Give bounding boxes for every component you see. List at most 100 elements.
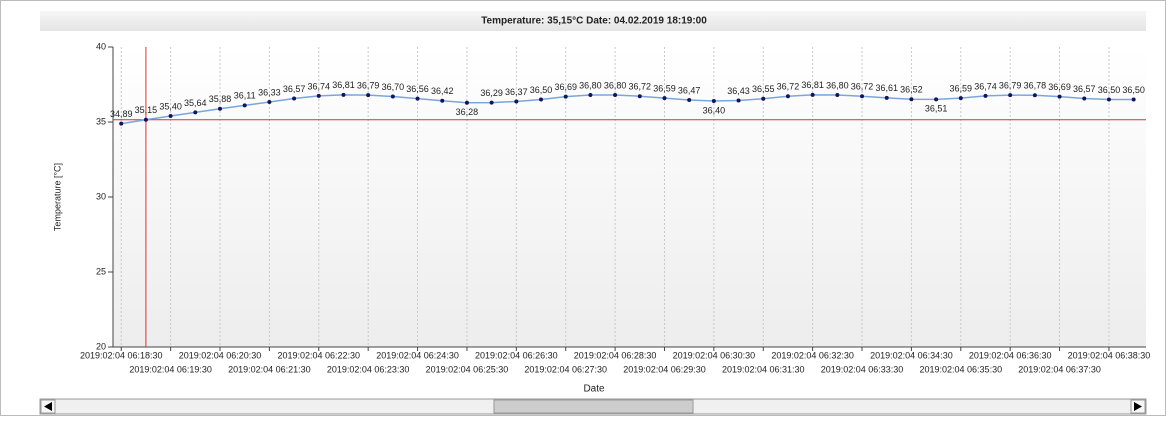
data-point: [1106, 97, 1111, 102]
x-tick-label: 2019:02:04 06:37:30: [1018, 364, 1101, 374]
value-label: 36,47: [678, 85, 701, 95]
scroll-thumb[interactable]: [493, 399, 694, 414]
arrow-left: [44, 402, 52, 411]
value-label: 36,37: [505, 87, 528, 97]
scrollbar[interactable]: [39, 398, 1147, 415]
data-point: [464, 100, 469, 105]
data-point: [983, 93, 988, 98]
x-tick-label: 2019:02:04 06:20:30: [179, 350, 262, 360]
data-point: [736, 98, 741, 103]
x-tick-label: 2019:02:04 06:18:30: [80, 350, 163, 360]
value-label: 36,79: [357, 81, 380, 91]
value-label: 36,40: [703, 105, 726, 115]
data-point: [440, 98, 445, 103]
x-tick-label: 2019:02:04 06:23:30: [327, 364, 410, 374]
data-point: [415, 96, 420, 101]
data-point: [884, 95, 889, 100]
x-tick-label: 2019:02:04 06:21:30: [228, 364, 311, 374]
value-label: 36,72: [777, 82, 800, 92]
data-point: [637, 94, 642, 99]
data-point: [242, 103, 247, 108]
value-label: 36,50: [530, 85, 553, 95]
y-tick-label: 40: [96, 41, 106, 51]
x-tick-label: 2019:02:04 06:22:30: [277, 350, 360, 360]
value-label: 36,59: [950, 84, 973, 94]
value-label: 36,33: [258, 87, 281, 97]
x-tick-label: 2019:02:04 06:32:30: [771, 350, 854, 360]
data-point: [711, 99, 716, 103]
value-label: 36,79: [999, 81, 1022, 91]
data-point: [934, 97, 939, 102]
x-tick-label: 2019:02:04 06:35:30: [920, 364, 1003, 374]
x-tick-label: 2019:02:04 06:29:30: [623, 364, 706, 374]
data-point: [563, 94, 568, 99]
data-point: [341, 92, 346, 97]
x-tick-label: 2019:02:04 06:19:30: [129, 364, 212, 374]
y-axis-label: Temperature [°C]: [52, 163, 62, 231]
series-line: [121, 94, 1134, 125]
x-tick-label: 2019:02:04 06:27:30: [524, 364, 607, 374]
data-point: [366, 93, 371, 98]
x-tick-label: 2019:02:04 06:38:30: [1068, 350, 1151, 360]
x-tick-label: 2019:02:04 06:26:30: [475, 350, 558, 360]
data-point: [193, 110, 198, 115]
value-label: 36,59: [653, 84, 676, 94]
data-point: [588, 93, 593, 97]
x-axis-label: Date: [583, 384, 605, 395]
value-label: 36,72: [851, 82, 874, 92]
value-label: 36,69: [554, 82, 577, 92]
value-label: 36,57: [1073, 84, 1096, 94]
value-label: 36,72: [629, 82, 652, 92]
x-tick-label: 2019:02:04 06:31:30: [722, 364, 805, 374]
data-point: [958, 96, 963, 101]
x-tick-label: 2019:02:04 06:36:30: [969, 350, 1052, 360]
data-point: [119, 121, 124, 126]
data-point: [390, 94, 395, 99]
value-label: 36,29: [480, 88, 503, 98]
value-label: 36,61: [875, 83, 898, 93]
value-label: 36,42: [431, 86, 454, 96]
value-label: 35,15: [135, 105, 158, 115]
arrow-right: [1134, 402, 1142, 411]
value-label: 36,70: [382, 82, 405, 92]
value-label: 36,69: [1048, 82, 1071, 92]
value-label: 36,56: [406, 84, 429, 94]
x-tick-label: 2019:02:04 06:33:30: [821, 364, 904, 374]
data-point: [1131, 97, 1136, 102]
data-point: [1057, 94, 1062, 99]
data-point: [514, 99, 519, 104]
data-point: [761, 96, 766, 101]
y-tick-label: 20: [96, 341, 106, 351]
y-tick-label: 35: [96, 116, 106, 126]
title-bar: [40, 11, 1146, 31]
value-label: 36,74: [308, 81, 331, 91]
data-point: [810, 92, 815, 97]
data-point: [168, 114, 173, 118]
y-tick-label: 25: [96, 266, 106, 276]
value-label: 36,80: [604, 80, 627, 90]
data-point: [785, 94, 790, 99]
value-label: 35,40: [159, 101, 182, 111]
value-label: 36,57: [283, 84, 306, 94]
data-point: [489, 100, 494, 105]
data-point: [539, 97, 544, 102]
value-label: 36,55: [752, 84, 775, 94]
x-tick-label: 2019:02:04 06:24:30: [376, 350, 459, 360]
data-point: [292, 96, 297, 101]
data-point: [267, 100, 272, 105]
data-point: [316, 93, 321, 98]
x-tick-label: 2019:02:04 06:34:30: [870, 350, 953, 360]
value-label: 36,81: [801, 80, 824, 90]
value-label: 36,11: [234, 91, 256, 101]
data-point: [143, 117, 148, 122]
value-label: 36,80: [579, 80, 602, 90]
x-tick-label: 2019:02:04 06:25:30: [426, 364, 509, 374]
data-point: [687, 97, 692, 102]
value-label: 36,28: [456, 107, 479, 117]
value-label: 36,80: [826, 80, 849, 90]
data-point: [1008, 93, 1013, 98]
data-point: [860, 94, 865, 99]
value-label: 36,51: [925, 104, 948, 114]
data-point: [1032, 93, 1037, 98]
value-label: 36,50: [1122, 85, 1145, 95]
